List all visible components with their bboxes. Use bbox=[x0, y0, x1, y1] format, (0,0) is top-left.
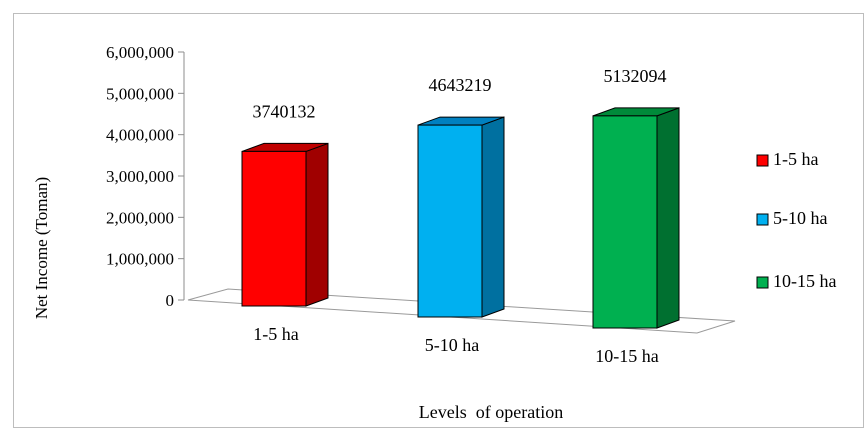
y-axis-label: Net Income (Toman) bbox=[32, 177, 51, 319]
legend: 1-5 ha 5-10 ha 10-15 ha bbox=[756, 149, 836, 291]
y-tick-label: 6,000,000 bbox=[106, 43, 174, 62]
bar-front-face bbox=[592, 115, 658, 329]
bar-side-face bbox=[305, 142, 329, 307]
legend-entry: 10-15 ha bbox=[756, 271, 836, 291]
y-tick-label: 5,000,000 bbox=[106, 84, 174, 103]
y-tick-label: 2,000,000 bbox=[106, 208, 174, 227]
x-axis-label: Levels of operation bbox=[419, 402, 563, 422]
legend-label: 1-5 ha bbox=[773, 149, 818, 169]
y-tick-label: 4,000,000 bbox=[106, 126, 174, 145]
bar-side-face bbox=[481, 116, 505, 318]
y-tick-label: 3,000,000 bbox=[106, 167, 174, 186]
legend-swatch bbox=[756, 154, 769, 167]
x-tick-label: 5-10 ha bbox=[425, 335, 479, 355]
bars bbox=[241, 107, 680, 329]
legend-swatch bbox=[756, 213, 769, 226]
bar-front-face bbox=[417, 124, 483, 318]
bar-5-10-ha bbox=[417, 116, 505, 318]
x-axis-tick-labels: 1-5 ha 5-10 ha 10-15 ha bbox=[253, 324, 658, 366]
data-label: 5132094 bbox=[604, 66, 667, 86]
x-tick-label: 1-5 ha bbox=[253, 324, 298, 344]
data-labels: 3740132 4643219 5132094 bbox=[253, 66, 667, 122]
y-tick-label: 0 bbox=[166, 291, 175, 310]
legend-label: 5-10 ha bbox=[773, 208, 827, 228]
legend-entry: 5-10 ha bbox=[756, 208, 827, 228]
bar-1-5-ha bbox=[241, 142, 329, 307]
data-label: 3740132 bbox=[253, 101, 316, 121]
bar-side-face bbox=[656, 107, 680, 329]
x-tick-label: 10-15 ha bbox=[595, 346, 658, 366]
y-tick-label: 1,000,000 bbox=[106, 250, 174, 269]
bar-10-15-ha bbox=[592, 107, 680, 329]
bar-front-face bbox=[241, 150, 307, 307]
data-label: 4643219 bbox=[429, 75, 492, 95]
y-axis: 0 1,000,000 2,000,000 3,000,000 4,000,000 5,0… bbox=[106, 43, 185, 310]
legend-entry: 1-5 ha bbox=[756, 149, 818, 169]
legend-swatch bbox=[756, 276, 769, 289]
legend-label: 10-15 ha bbox=[773, 271, 836, 291]
